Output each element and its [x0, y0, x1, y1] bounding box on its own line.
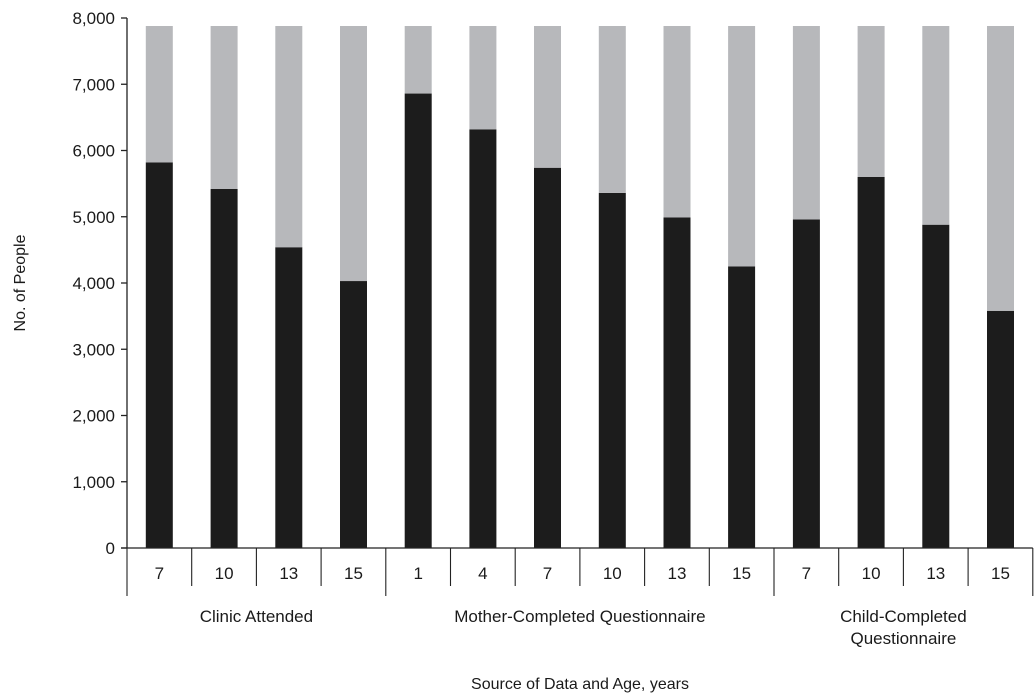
group-label: Clinic Attended: [200, 607, 313, 626]
x-tick-label: 1: [413, 564, 422, 583]
bar-segment-light: [987, 26, 1014, 311]
y-tick-label: 6,000: [72, 142, 115, 161]
y-tick-label: 5,000: [72, 208, 115, 227]
y-tick-label: 2,000: [72, 407, 115, 426]
bar-segment-dark: [469, 129, 497, 549]
y-axis: 0 1,000 2,000 3,000 4,000 5,000 6,000 7,000 8,00…: [72, 9, 128, 558]
x-tick-label: 10: [603, 564, 622, 583]
x-tick-label: 7: [802, 564, 811, 583]
y-tick-label: 8,000: [72, 9, 115, 28]
bar-segment-light: [857, 26, 885, 177]
bar-segment-light: [275, 26, 303, 248]
bar-segment-light: [792, 26, 820, 220]
group-label: Mother-Completed Questionnaire: [454, 607, 705, 626]
bar-segment-light: [728, 26, 756, 267]
bar-segment-dark: [145, 162, 173, 548]
x-axis: 7 10 13 15 1 4 7 10 13 15 7 10 13 15 Clinic Attended Mo…: [121, 547, 1034, 648]
bar-segment-light: [404, 26, 432, 94]
x-tick-label: 15: [344, 564, 363, 583]
bar-segment-dark: [340, 281, 367, 548]
x-tick-label: 13: [668, 564, 687, 583]
bar-segment-dark: [922, 224, 950, 548]
y-tick-label: 7,000: [72, 75, 115, 94]
x-tick-label: 13: [926, 564, 945, 583]
x-tick-label: 10: [862, 564, 881, 583]
y-tick-label: 4,000: [72, 274, 115, 293]
x-tick-label: 7: [155, 564, 164, 583]
y-axis-label: No. of People: [12, 234, 29, 331]
x-tick-label: 4: [478, 564, 487, 583]
x-axis-label: Source of Data and Age, years: [471, 676, 689, 693]
x-tick-label: 10: [215, 564, 234, 583]
bar-segment-light: [210, 26, 238, 189]
x-tick-label: 7: [543, 564, 552, 583]
bar-segment-dark: [792, 219, 820, 548]
x-tick-label: 15: [732, 564, 751, 583]
y-tick-label: 1,000: [72, 473, 115, 492]
x-tick-label: 15: [991, 564, 1010, 583]
y-tick-label: 0: [106, 539, 115, 558]
group-label: Child-Completed Questionnaire: [840, 607, 967, 648]
bar-segment-light: [145, 26, 173, 163]
bar-segment-dark: [857, 177, 885, 548]
bar-segment-light: [922, 26, 950, 225]
bar-segment-dark: [663, 217, 691, 548]
y-tick-label: 3,000: [72, 340, 115, 359]
bar-segment-light: [534, 26, 561, 168]
bar-segment-dark: [275, 247, 303, 548]
bar-segment-dark: [728, 266, 756, 548]
x-tick-label: 13: [279, 564, 298, 583]
bar-segment-dark: [987, 310, 1014, 548]
bar-segment-dark: [598, 192, 626, 548]
bar-segment-dark: [210, 188, 238, 548]
bar-segment-light: [340, 26, 367, 282]
bar-segment-light: [598, 26, 626, 193]
bar-segment-light: [663, 26, 691, 218]
bar-segment-light: [469, 26, 497, 130]
bar-segment-dark: [534, 167, 561, 548]
bars: [145, 26, 1014, 549]
bar-segment-dark: [404, 93, 432, 548]
